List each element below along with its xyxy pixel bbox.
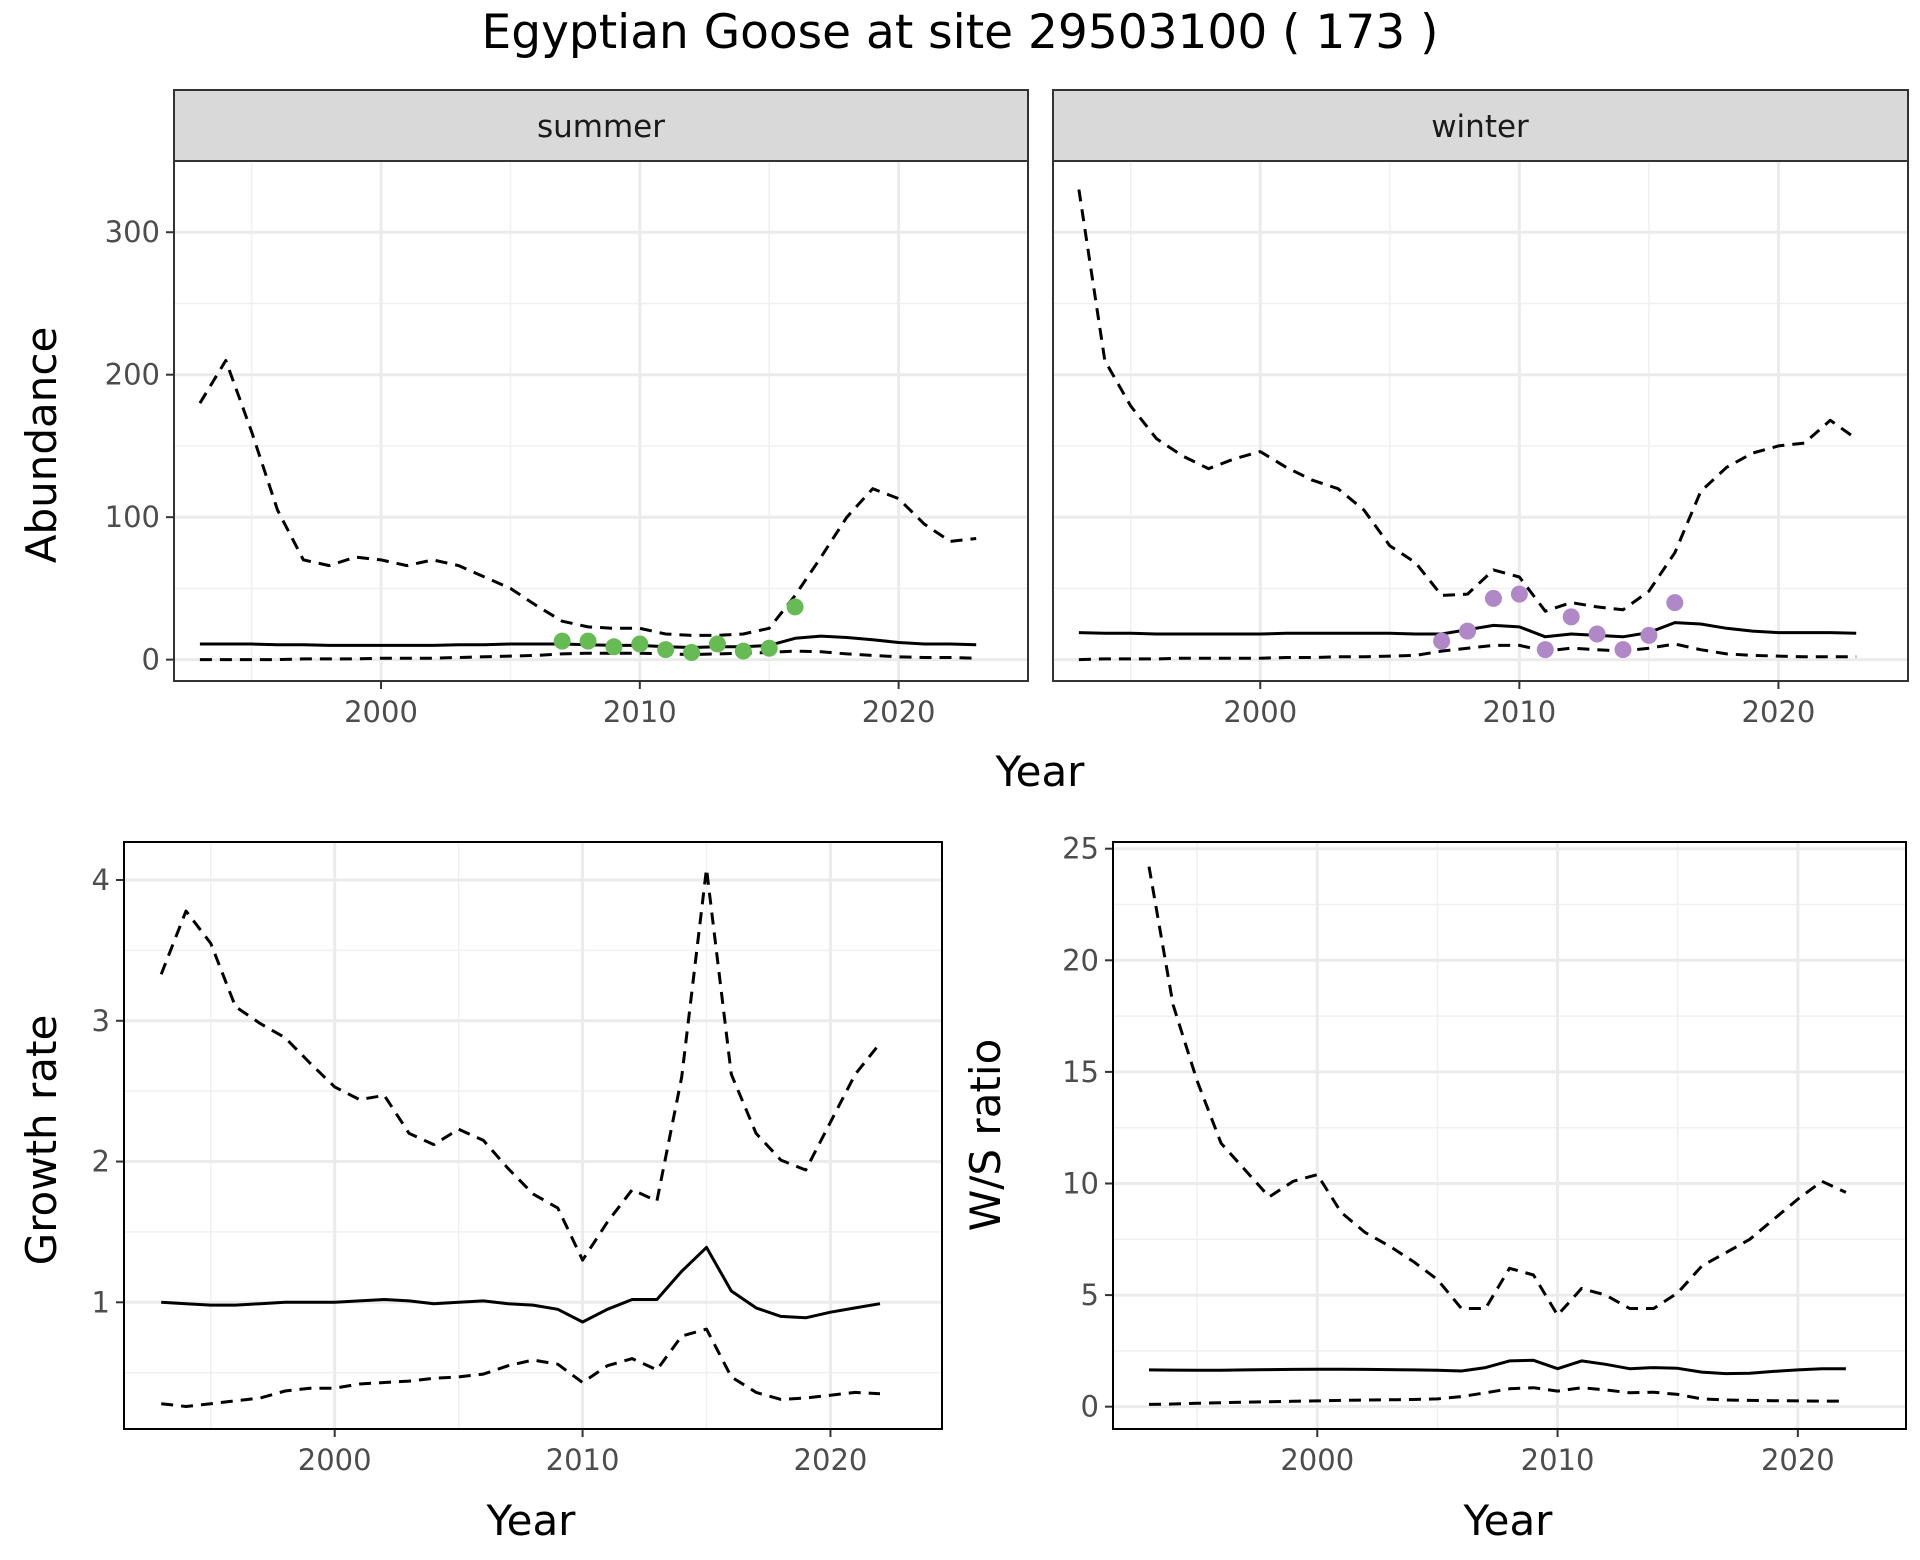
y-tick-label: 3 <box>92 1004 110 1038</box>
series-group <box>1147 866 1847 1406</box>
abundance-chart: summer 2000 2010 2020 0 100 200 300 winter 200… <box>17 89 1909 796</box>
line-upper-bound <box>159 867 882 1262</box>
data-point <box>579 632 597 650</box>
panel-border <box>1112 841 1907 1430</box>
strip-winter <box>1052 89 1909 162</box>
data-point <box>1536 641 1554 659</box>
line-lower-bound <box>1078 642 1857 662</box>
x-tick-label: 2000 <box>298 1443 372 1477</box>
data-point <box>1562 608 1580 626</box>
line-upper-bound <box>1077 189 1858 613</box>
x-tick-label: 2010 <box>1521 1443 1595 1477</box>
y-tick-label: 15 <box>1062 1055 1099 1089</box>
ratio-x-axis-title: Year <box>1463 1496 1554 1545</box>
y-tick-label: 10 <box>1062 1166 1099 1200</box>
line-upper-bound <box>1147 866 1847 1317</box>
data-point <box>1433 632 1451 650</box>
data-point <box>1459 622 1477 640</box>
x-tick-label: 2010 <box>1482 695 1556 729</box>
data-point <box>631 635 649 653</box>
y-tick-label: 2 <box>92 1145 110 1179</box>
line-upper-bound <box>198 359 977 637</box>
y-tick-label: 4 <box>92 863 110 897</box>
plot-area-growth: 2000 2010 2020 1 2 3 4 <box>92 841 943 1477</box>
growth-y-axis-title: Growth rate <box>17 1015 66 1266</box>
ws-ratio-chart: 2000 2010 2020 0 5 10 15 20 25 Year W/S ratio <box>961 832 1907 1545</box>
data-point <box>760 639 778 657</box>
data-point <box>657 641 675 659</box>
panel-winter: winter 2000 2010 2020 <box>1052 89 1909 729</box>
data-point <box>1510 585 1528 603</box>
line-lower-bound <box>199 649 977 662</box>
data-point <box>1484 589 1502 607</box>
plot-area-summer: 2000 2010 2020 0 100 200 300 <box>105 160 1029 729</box>
panel-border <box>1052 160 1909 682</box>
data-point <box>1614 641 1632 659</box>
data-point <box>1640 626 1658 644</box>
data-point <box>708 635 726 653</box>
x-tick-label: 2020 <box>862 695 936 729</box>
y-tick-label: 1 <box>92 1285 110 1319</box>
strip-label-summer: summer <box>537 109 665 145</box>
plot-area-ratio: 2000 2010 2020 0 5 10 15 20 25 <box>1062 832 1907 1477</box>
x-tick-label: 2020 <box>794 1443 868 1477</box>
y-tick-label: 200 <box>105 358 160 392</box>
ratio-y-axis-title: W/S ratio <box>961 1039 1010 1232</box>
y-tick-label: 20 <box>1062 943 1099 977</box>
data-point <box>734 642 752 660</box>
abundance-x-axis-title: Year <box>995 747 1086 796</box>
x-tick-label: 2010 <box>546 1443 620 1477</box>
x-tick-label: 2020 <box>1761 1443 1835 1477</box>
data-point <box>1666 594 1684 612</box>
x-tick-label: 2000 <box>1280 1443 1354 1477</box>
line-lower-bound <box>1148 1386 1846 1406</box>
data-point <box>1588 625 1606 643</box>
line-estimate <box>1148 1358 1846 1376</box>
panel-summer: summer 2000 2010 2020 0 100 200 300 <box>105 89 1029 729</box>
y-tick-label: 0 <box>142 643 160 677</box>
y-tick-label: 100 <box>105 500 160 534</box>
y-tick-label: 300 <box>105 215 160 249</box>
chart-title: Egyptian Goose at site 29503100 ( 173 ) <box>482 5 1439 60</box>
data-point <box>605 638 623 656</box>
x-tick-label: 2020 <box>1742 695 1816 729</box>
data-point <box>786 598 804 616</box>
panel-border <box>173 160 1029 682</box>
x-tick-label: 2000 <box>344 695 418 729</box>
abundance-y-axis-title: Abundance <box>17 327 66 564</box>
line-lower-bound <box>161 1327 881 1408</box>
strip-summer <box>173 89 1029 162</box>
x-tick-label: 2010 <box>603 695 677 729</box>
panel-border <box>123 841 943 1430</box>
strip-label-winter: winter <box>1431 109 1529 145</box>
y-tick-label: 25 <box>1062 832 1099 866</box>
growth-x-axis-title: Year <box>486 1496 577 1545</box>
plot-area-winter: 2000 2010 2020 <box>1052 160 1909 729</box>
data-point <box>683 644 701 662</box>
x-tick-label: 2000 <box>1223 695 1297 729</box>
data-point <box>553 632 571 650</box>
series-group <box>159 867 882 1408</box>
y-tick-label: 5 <box>1081 1278 1099 1312</box>
y-tick-label: 0 <box>1081 1390 1099 1424</box>
growth-rate-chart: 2000 2010 2020 1 2 3 4 Year Growth rate <box>17 841 943 1545</box>
line-estimate <box>161 1245 881 1324</box>
